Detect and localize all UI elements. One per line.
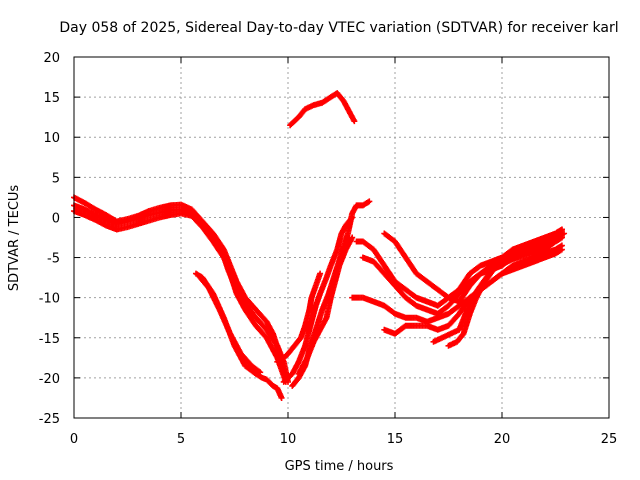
data-point: [561, 230, 568, 237]
y-tick-label: 0: [52, 211, 60, 226]
chart-title: Day 058 of 2025, Sidereal Day-to-day VTE…: [59, 20, 618, 36]
y-tick-label: 20: [43, 51, 60, 66]
x-tick-label: 5: [177, 432, 185, 447]
x-tick-labels: 0 5 10 15 20 25: [70, 432, 617, 447]
data-series-track-10: [287, 90, 358, 129]
data-point: [558, 234, 565, 241]
data-point: [278, 394, 285, 401]
y-tick-label: 15: [43, 91, 60, 106]
data-layer: [71, 90, 568, 401]
y-axis-label: SDTVAR / TECUs: [7, 185, 22, 292]
x-axis-label: GPS time / hours: [285, 459, 394, 474]
y-tick-label: -15: [39, 332, 60, 347]
y-tick-label: -25: [39, 412, 60, 427]
y-tick-label: 10: [43, 131, 60, 146]
data-point: [351, 118, 358, 125]
x-tick-label: 15: [387, 432, 404, 447]
tick-marks: [73, 56, 610, 419]
data-series-track-17: [445, 234, 565, 349]
data-point: [366, 198, 373, 205]
y-tick-label: 5: [52, 171, 60, 186]
y-tick-label: -5: [47, 252, 60, 267]
data-point: [317, 270, 324, 277]
data-point: [257, 369, 264, 376]
data-series-track-9: [295, 234, 356, 377]
data-point: [558, 226, 565, 233]
y-tick-label: -20: [39, 372, 60, 387]
x-tick-label: 0: [70, 432, 78, 447]
x-tick-label: 10: [280, 432, 297, 447]
data-series-track-3: [71, 208, 289, 385]
data-point: [558, 246, 565, 253]
data-series-track-7: [280, 214, 356, 385]
data-series-track-5: [197, 274, 264, 376]
x-tick-label: 20: [494, 432, 511, 447]
data-series-track-6: [274, 270, 324, 365]
y-tick-labels: 20 15 10 5 0 -5 -10 -15 -20 -25: [39, 51, 60, 427]
plot-frame: [73, 56, 610, 419]
data-point: [349, 234, 356, 241]
y-tick-label: -10: [39, 292, 60, 307]
x-tick-label: 25: [601, 432, 618, 447]
